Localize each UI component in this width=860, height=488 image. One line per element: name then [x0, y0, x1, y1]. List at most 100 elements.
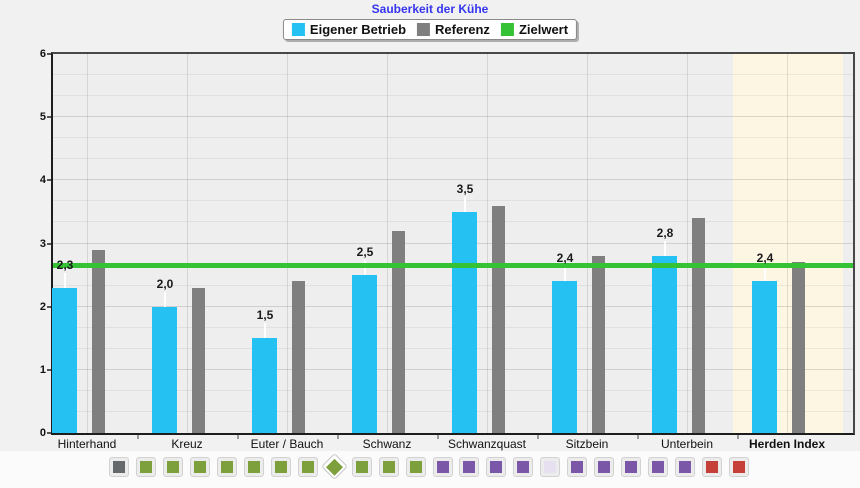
strip-item-green-square-icon[interactable] [135, 457, 156, 477]
chip-color-fill [355, 461, 368, 473]
strip-item-green-square-icon[interactable] [405, 457, 426, 477]
x-axis-boundary-tick [137, 435, 139, 439]
gridline-horizontal [53, 74, 853, 76]
legend-item-referenz[interactable]: Referenz [417, 22, 490, 37]
y-axis-tick-label: 5 [39, 111, 46, 124]
strip-item-green-square-icon[interactable] [297, 457, 318, 477]
value-label-herden-index: 2,4 [756, 251, 774, 266]
value-label-schwanz: 2,5 [356, 245, 374, 260]
y-axis-tick-label: 3 [39, 237, 46, 250]
gridline-horizontal [53, 179, 853, 181]
strip-item-purple-square-icon[interactable] [675, 457, 696, 477]
chip-color-fill [571, 461, 584, 473]
strip-item-purple-square-icon[interactable] [648, 457, 669, 477]
chip-color-fill [733, 461, 746, 473]
strip-item-purple-square-icon[interactable] [486, 457, 507, 477]
legend-item-zielwert[interactable]: Zielwert [500, 22, 568, 37]
strip-item-red-square-icon[interactable] [702, 457, 723, 477]
x-axis-label-herden-index: Herden Index [748, 437, 826, 451]
y-axis-tick-mark [47, 53, 51, 55]
x-axis-label-sitzbein: Sitzbein [565, 437, 609, 451]
bar-referenz-sitzbein [592, 256, 605, 433]
bar-eigener-betrieb-sitzbein [552, 281, 577, 433]
chip-color-fill [436, 461, 449, 473]
gridline-horizontal [53, 95, 853, 97]
bar-referenz-unterbein [692, 218, 705, 433]
chip-color-fill [139, 461, 152, 473]
x-axis-label-hinterhand: Hinterhand [57, 437, 117, 451]
strip-item-green-square-icon[interactable] [189, 457, 210, 477]
chip-color-fill [652, 461, 665, 473]
y-axis-tick-label: 0 [39, 427, 46, 439]
value-label-unterbein: 2,8 [656, 226, 674, 241]
zielwert-swatch-icon [500, 23, 514, 36]
bar-referenz-herden-index [792, 262, 805, 433]
chip-color-fill [544, 461, 557, 473]
value-label-kreuz: 2,0 [156, 276, 174, 291]
referenz-swatch-icon [417, 23, 431, 36]
y-axis-tick-mark [47, 368, 51, 371]
gridline-horizontal [53, 158, 853, 160]
bar-eigener-betrieb-herden-index [752, 281, 777, 433]
strip-item-pale-square-icon[interactable] [540, 457, 561, 477]
x-axis-boundary-tick [737, 435, 739, 439]
y-axis-tick-mark [47, 432, 51, 434]
strip-item-green-square-icon[interactable] [378, 457, 399, 477]
bar-referenz-schwanz [392, 230, 405, 433]
strip-item-green-square-icon[interactable] [162, 457, 183, 477]
y-axis-tick-label: 4 [39, 174, 46, 187]
y-axis-tick-label: 2 [39, 300, 46, 313]
x-axis-boundary-tick [637, 435, 639, 439]
x-axis-label-euter-bauch: Euter / Bauch [250, 437, 324, 451]
legend-item-eigener-betrieb[interactable]: Eigener Betrieb [291, 22, 407, 37]
chip-color-fill [706, 461, 719, 473]
bar-eigener-betrieb-unterbein [652, 256, 677, 433]
value-label-leader [64, 272, 66, 288]
x-axis-label-schwanz: Schwanz [362, 437, 412, 451]
y-axis-tick-label: 6 [39, 48, 46, 60]
strip-item-purple-square-icon[interactable] [459, 457, 480, 477]
y-axis-tick-mark [47, 116, 51, 119]
eigener-betrieb-swatch-icon [291, 23, 305, 36]
strip-item-green-square-icon[interactable] [270, 457, 291, 477]
strip-item-green-square-icon[interactable] [243, 457, 264, 477]
chip-color-fill [301, 461, 314, 473]
gridline-vertical [287, 54, 288, 433]
y-axis-tick-mark [47, 305, 51, 308]
strip-item-purple-square-icon[interactable] [513, 457, 534, 477]
bar-referenz-euter-bauch [292, 281, 305, 433]
bar-referenz-hinterhand [92, 249, 105, 433]
y-axis-tick-label: 1 [39, 363, 46, 376]
strip-item-gray-square-icon[interactable] [109, 457, 129, 477]
bar-eigener-betrieb-euter-bauch [252, 338, 277, 433]
chip-color-fill [220, 461, 233, 473]
x-axis-label-kreuz: Kreuz [171, 437, 203, 451]
chip-color-fill [193, 461, 206, 473]
gridline-vertical [487, 54, 488, 433]
strip-item-red-square-icon[interactable] [729, 457, 750, 477]
strip-item-purple-square-icon[interactable] [432, 457, 453, 477]
strip-item-green-square-icon[interactable] [351, 457, 372, 477]
value-label-leader [764, 266, 766, 282]
chip-color-fill [113, 461, 125, 473]
chip-color-fill [274, 461, 287, 473]
chip-color-fill [598, 461, 611, 473]
x-axis-boundary-tick [237, 435, 239, 439]
strip-item-purple-square-icon[interactable] [567, 457, 588, 477]
gridline-vertical [687, 54, 688, 433]
strip-item-selected-diamond-icon[interactable] [320, 453, 348, 480]
chip-color-fill [382, 461, 395, 473]
legend-label: Eigener Betrieb [309, 22, 407, 37]
x-axis-label-unterbein: Unterbein [660, 437, 714, 451]
y-axis-tick-mark [47, 242, 51, 245]
strip-item-green-square-icon[interactable] [216, 457, 237, 477]
strip-item-purple-square-icon[interactable] [621, 457, 642, 477]
value-label-leader [264, 323, 266, 339]
strip-item-purple-square-icon[interactable] [594, 457, 615, 477]
gridline-vertical [187, 54, 188, 433]
gridline-vertical [387, 54, 388, 433]
gridline-vertical [87, 54, 88, 433]
x-axis-label-schwanzquast: Schwanzquast [447, 437, 527, 451]
highlight-band-herden-index [733, 54, 843, 433]
